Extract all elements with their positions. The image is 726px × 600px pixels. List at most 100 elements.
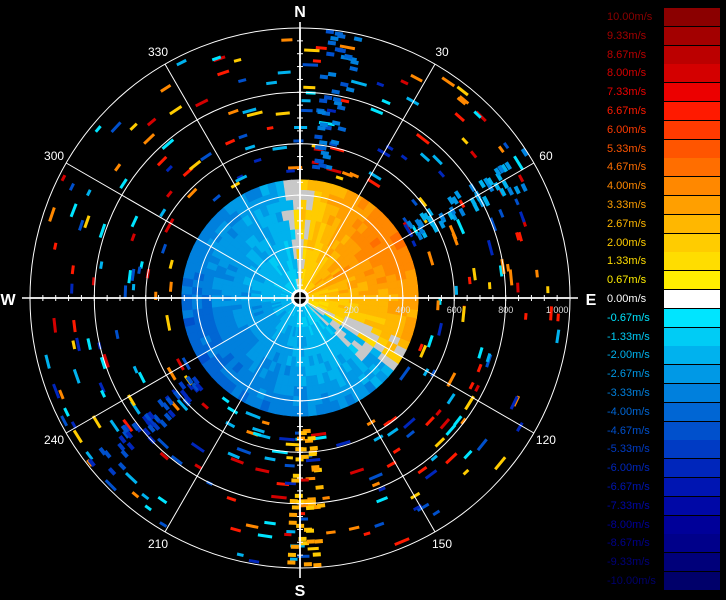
clutter-band-echo xyxy=(323,95,333,101)
velocity-cell xyxy=(299,405,309,417)
clutter-echo xyxy=(245,411,261,420)
range-label: 600 xyxy=(447,305,462,315)
radar-plot: 200 400 600 800 1 000 30 60 120 150 210 240 300 330… xyxy=(0,4,596,600)
velocity-cell xyxy=(240,299,252,305)
colorbar-label: -9.33m/s xyxy=(607,556,650,569)
colorbar-entry: 7.33m/s xyxy=(605,83,720,102)
clutter-band-echo xyxy=(107,467,117,476)
clutter-echo xyxy=(399,366,411,381)
colorbar-label: -0.67m/s xyxy=(607,311,650,324)
clutter-echo xyxy=(227,451,241,460)
clutter-echo xyxy=(301,99,311,103)
velocity-cell xyxy=(387,287,399,296)
colorbar-swatch xyxy=(664,83,720,102)
colorbar-label: -7.33m/s xyxy=(607,499,650,512)
clutter-echo xyxy=(284,463,295,468)
colorbar-label: 6.67m/s xyxy=(607,105,647,117)
clutter-echo xyxy=(313,435,327,441)
clutter-echo xyxy=(411,198,418,207)
colorbar-label: 3.33m/s xyxy=(607,199,647,211)
clutter-echo xyxy=(426,334,434,348)
clutter-band-echo xyxy=(520,183,528,192)
clutter-echo xyxy=(445,452,458,465)
clutter-echo xyxy=(201,402,210,410)
colorbar-swatch xyxy=(664,327,720,346)
velocity-cell xyxy=(292,189,301,200)
azimuth-spoke xyxy=(164,63,301,299)
compass-label-s: S xyxy=(295,583,306,600)
velocity-cell xyxy=(201,306,213,316)
clutter-echo xyxy=(157,495,168,505)
clutter-echo xyxy=(124,471,138,485)
clutter-echo xyxy=(439,418,451,430)
clutter-echo xyxy=(307,546,319,551)
clutter-echo xyxy=(277,70,291,75)
colorbar-swatch xyxy=(664,158,720,177)
colorbar-entry: -2.00m/s xyxy=(605,346,720,365)
velocity-cell xyxy=(288,219,296,231)
velocity-cell xyxy=(307,405,317,417)
colorbar-entry: 9.33m/s xyxy=(605,26,720,45)
velocity-cell xyxy=(182,309,194,319)
azimuth-label: 240 xyxy=(44,433,64,447)
clutter-band-echo xyxy=(332,96,342,103)
clutter-echo xyxy=(52,383,61,399)
clutter-echo xyxy=(518,211,526,223)
clutter-echoes xyxy=(44,29,561,568)
clutter-echo xyxy=(515,232,521,241)
clutter-echo xyxy=(315,46,327,50)
clutter-echo xyxy=(86,189,92,197)
clutter-echo xyxy=(430,454,438,462)
clutter-band-echo xyxy=(311,164,321,170)
clutter-band-echo xyxy=(447,196,455,205)
clutter-band-echo xyxy=(322,154,332,160)
colorbar-entry: -6.00m/s xyxy=(605,459,720,478)
clutter-echo xyxy=(131,491,140,499)
colorbar-label: -8.67m/s xyxy=(607,537,650,550)
clutter-echo xyxy=(437,322,443,336)
clutter-echo xyxy=(230,526,242,533)
clutter-band-echo xyxy=(331,120,341,126)
clutter-echo xyxy=(86,338,92,351)
colorbar-label: 1.33m/s xyxy=(607,255,647,268)
clutter-band-echo xyxy=(486,177,495,187)
clutter-echo xyxy=(186,187,198,199)
clutter-echo xyxy=(386,427,399,437)
clutter-echo xyxy=(159,451,170,461)
compass-label-n: N xyxy=(294,4,306,21)
clutter-echo xyxy=(186,382,194,391)
azimuth-spoke xyxy=(164,297,301,533)
clutter-echo xyxy=(248,558,260,564)
clutter-echo xyxy=(535,269,539,278)
colorbar-label: 9.33m/s xyxy=(607,29,647,42)
clutter-band-echo xyxy=(504,161,513,171)
clutter-echo xyxy=(75,337,81,352)
clutter-echo xyxy=(230,457,245,465)
clutter-echo xyxy=(437,170,446,178)
clutter-echo xyxy=(458,95,470,105)
clutter-echo xyxy=(288,166,303,170)
clutter-echo xyxy=(252,426,265,434)
clutter-echo xyxy=(143,133,156,145)
clutter-echo xyxy=(266,126,274,131)
clutter-echo xyxy=(436,300,440,311)
clutter-echo xyxy=(498,208,505,218)
clutter-echo xyxy=(271,494,287,500)
clutter-echo xyxy=(141,492,150,501)
colorbar-entry: -8.67m/s xyxy=(605,534,720,553)
azimuth-spoke xyxy=(65,297,301,434)
clutter-echo xyxy=(486,239,494,256)
clutter-echo xyxy=(70,265,75,275)
clutter-echo xyxy=(371,481,381,488)
clutter-echo xyxy=(366,419,376,427)
clutter-echo xyxy=(170,454,183,466)
colorbar-swatch xyxy=(664,252,720,271)
clutter-band-echo xyxy=(513,185,521,195)
clutter-echo xyxy=(52,317,58,333)
clutter-echo xyxy=(137,266,142,275)
clutter-echo xyxy=(418,196,428,208)
clutter-band-echo xyxy=(312,552,321,557)
clutter-band-echo xyxy=(340,81,349,88)
clutter-echo xyxy=(160,243,168,254)
colorbar-swatch xyxy=(664,515,720,534)
